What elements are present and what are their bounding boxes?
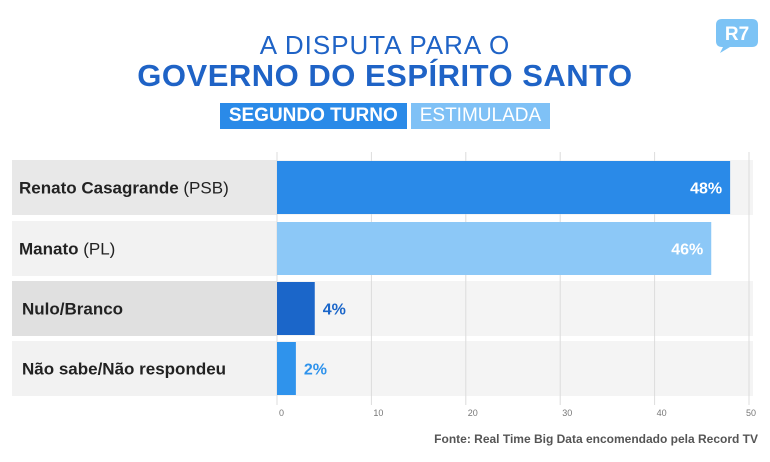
r7-logo-text: R7 [725,24,749,45]
data-label: 4% [323,302,346,319]
row-plot-background [277,341,753,396]
category-label: Renato Casagrande (PSB) [19,179,229,198]
x-tick-label: 50 [746,408,756,418]
bar [277,161,731,214]
data-label: 2% [304,362,327,379]
category-party: (PL) [79,240,116,259]
row-plot-background [277,281,753,336]
bar [277,282,315,335]
data-label: 46% [671,242,703,259]
category-label: Não sabe/Não respondeu [22,360,226,379]
row-label-background [12,221,277,276]
bar [277,222,712,275]
r7-logo-shape [716,19,758,53]
row-label-background [12,341,277,396]
x-tick-label: 10 [373,408,383,418]
category-name: Renato Casagrande [19,179,179,198]
x-tick-label: 20 [468,408,478,418]
x-tick-label: 40 [657,408,667,418]
badge-row: SEGUNDO TURNO ESTIMULADA [0,103,770,129]
category-name: Nulo/Branco [22,300,123,319]
category-name: Manato [19,240,79,259]
x-tick-label: 0 [279,408,284,418]
bar [277,342,296,395]
category-party: (PSB) [179,179,229,198]
badge-type: ESTIMULADA [410,103,551,129]
row-label-background [12,281,277,336]
data-label: 48% [690,181,722,198]
title-line-2: GOVERNO DO ESPÍRITO SANTO [137,58,633,93]
x-tick-label: 30 [562,408,572,418]
r7-logo: R7 [716,19,758,53]
category-label: Nulo/Branco [22,300,123,319]
source-note: Fonte: Real Time Big Data encomendado pe… [434,432,758,446]
badge-round: SEGUNDO TURNO [219,103,407,129]
row-label-background [12,160,277,215]
title-line-1: A DISPUTA PARA O [259,30,511,60]
category-label: Manato (PL) [19,240,115,259]
category-name: Não sabe/Não respondeu [22,360,226,379]
